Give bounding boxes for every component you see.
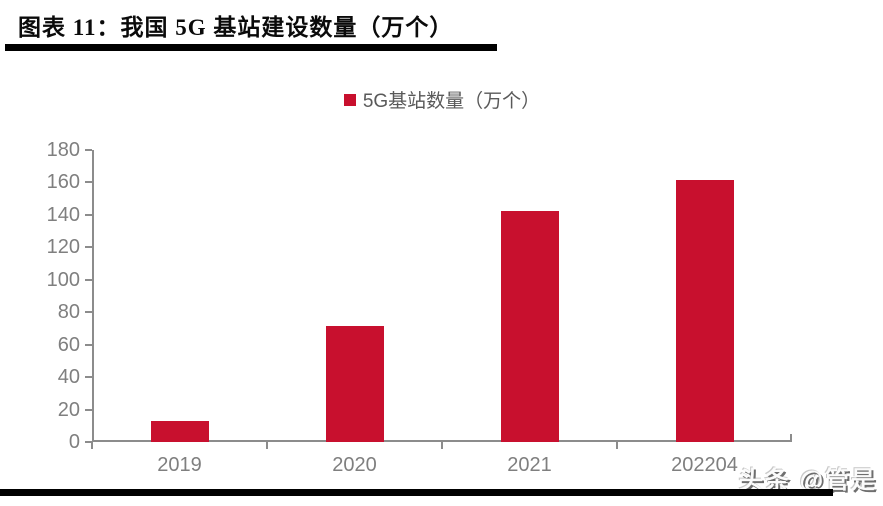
y-axis-tick-mark [85, 311, 92, 314]
bar-2020 [325, 325, 384, 442]
y-axis-tick-mark [85, 376, 92, 379]
page-title: 图表 11：我国 5G 基站建设数量（万个） [18, 15, 454, 40]
y-axis-tick-mark [85, 213, 92, 216]
y-axis-tick-label: 80 [57, 301, 80, 324]
bar-2019 [150, 420, 209, 442]
y-axis-tick-mark [85, 343, 92, 346]
y-axis-tick-mark [85, 441, 92, 443]
x-axis-tick-mark [616, 442, 618, 449]
legend-marker-icon [343, 93, 356, 106]
y-axis-tick-mark [85, 278, 92, 281]
y-axis-tick-label: 40 [57, 366, 80, 389]
x-axis-tick-mark [91, 442, 93, 449]
plot-area [92, 150, 792, 442]
x-axis-end-tick [790, 434, 792, 442]
y-axis-tick-label: 160 [46, 171, 80, 194]
y-axis-tick-mark [85, 181, 92, 184]
x-axis-tick-label: 2020 [332, 454, 377, 476]
y-axis-tick-label: 120 [46, 236, 80, 259]
bar-2021 [500, 210, 559, 442]
y-axis-tick-label: 100 [46, 268, 80, 291]
y-axis-tick-label: 180 [46, 139, 80, 161]
x-axis-tick-mark [266, 442, 268, 449]
bar-202204 [675, 180, 734, 442]
legend-label: 5G基站数量（万个） [362, 91, 541, 112]
x-axis-tick-mark [441, 442, 443, 449]
y-axis-tick-mark [85, 149, 92, 151]
x-axis-tick-label: 2019 [157, 454, 202, 476]
x-axis-tick-label: 202204 [671, 454, 738, 476]
y-axis-tick-mark [85, 246, 92, 249]
y-axis-tick-mark [85, 408, 92, 411]
title-underline [5, 44, 497, 51]
y-axis-tick-label: 0 [68, 431, 80, 453]
chart-legend: 5G基站数量（万个） [92, 86, 792, 113]
x-axis-tick-label: 2021 [507, 454, 552, 476]
bottom-divider [0, 489, 833, 496]
y-axis-tick-label: 140 [46, 203, 80, 226]
y-axis-tick-label: 60 [57, 333, 80, 356]
y-axis-tick-label: 20 [57, 398, 80, 421]
